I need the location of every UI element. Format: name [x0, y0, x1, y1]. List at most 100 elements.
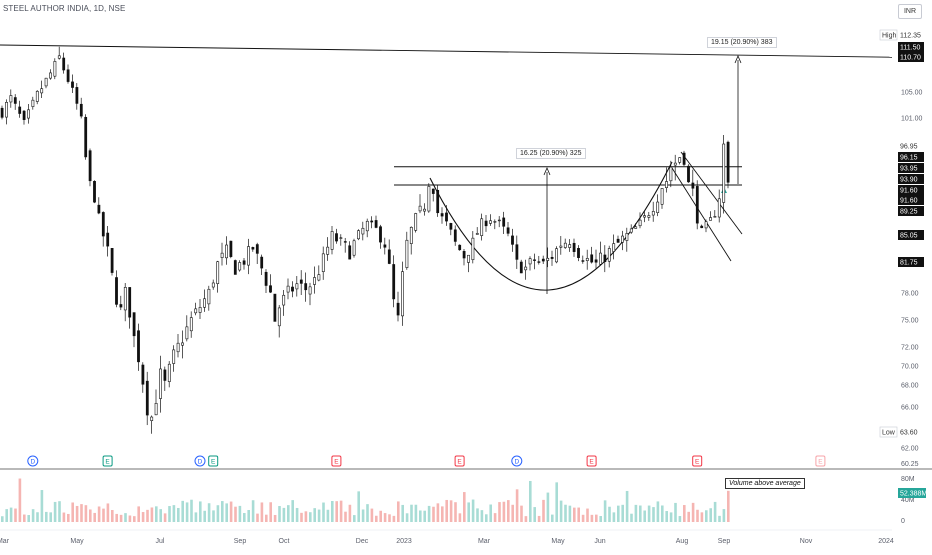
volume-bar: [348, 504, 352, 522]
event-marker-earnings: [331, 455, 342, 467]
volume-bar: [674, 502, 677, 522]
volume-bar: [397, 501, 400, 522]
volume-bar: [84, 505, 88, 522]
candle-up: [49, 72, 52, 79]
volume-bar: [375, 515, 378, 522]
candle-down: [581, 260, 585, 262]
candle-up: [678, 157, 682, 163]
price-label-bg: [898, 152, 924, 162]
flag-line-lower: [671, 167, 732, 262]
volume-bar: [159, 509, 162, 522]
volume-bar: [423, 510, 426, 522]
volume-bar: [612, 512, 616, 522]
candle-up: [709, 217, 712, 221]
candle-up: [634, 226, 638, 229]
volume-bar: [441, 506, 444, 522]
volume-bar: [282, 507, 286, 522]
candle-down: [62, 57, 66, 71]
candle-down: [128, 287, 132, 318]
candle-up: [480, 218, 484, 236]
measure-arrowhead-left: [543, 166, 551, 176]
x-tick-label: Mar: [478, 538, 491, 545]
candle-down: [453, 229, 457, 242]
candle-down: [260, 256, 264, 269]
candle-up: [713, 216, 717, 218]
volume-bar: [401, 504, 404, 522]
candle-down: [445, 212, 448, 222]
x-tick-label: 2024: [878, 538, 894, 545]
volume-bar: [260, 502, 264, 522]
candle-up: [295, 283, 299, 290]
candle-up: [365, 220, 369, 232]
candle-down: [572, 242, 576, 252]
candle-up: [638, 219, 642, 227]
y-tick-label: 62.00: [901, 446, 919, 453]
volume-bar: [357, 491, 360, 522]
volume-bar: [485, 514, 488, 522]
candle-up: [656, 201, 660, 214]
volume-bar: [463, 492, 466, 522]
price-label-bg: [898, 257, 924, 267]
event-marker-earnings: [815, 455, 826, 467]
candle-up: [247, 246, 250, 266]
volume-bar: [353, 515, 356, 522]
candle-up: [546, 257, 550, 261]
candle-down: [84, 116, 88, 158]
candle-up: [176, 342, 180, 353]
candle-up: [673, 162, 677, 166]
volume-bar: [568, 505, 572, 522]
candle-up: [185, 326, 189, 340]
volume-bar: [181, 500, 184, 522]
candle-down: [458, 244, 462, 251]
x-tick-label: Oct: [279, 538, 290, 545]
volume-bar: [304, 511, 308, 522]
candle-up: [568, 244, 572, 248]
volume-note: Volume above average: [725, 478, 805, 489]
volume-bar: [36, 512, 39, 522]
candle-down: [370, 220, 374, 223]
volume-bar: [62, 512, 66, 522]
candle-down: [502, 217, 506, 227]
candle-up: [181, 342, 184, 346]
candle-up: [216, 261, 220, 284]
candle-up: [621, 235, 624, 243]
y-tick-label: 68.00: [901, 383, 919, 390]
x-tick-label: Sep: [718, 538, 731, 545]
event-marker-label: E: [695, 459, 700, 466]
resistance-line-top: [0, 44, 893, 58]
price-label-bg: [898, 163, 924, 173]
candle-up: [401, 271, 404, 317]
volume-bar: [58, 501, 61, 522]
price-label: 81.75: [900, 260, 918, 267]
candle-down: [590, 254, 594, 263]
price-label-bg: [898, 185, 924, 195]
candle-down: [431, 188, 435, 194]
event-marker-dividend: [27, 455, 39, 467]
candle-down: [273, 293, 277, 322]
candle-down: [115, 277, 118, 305]
candle-up: [339, 237, 343, 239]
volume-bar: [599, 516, 602, 522]
candle-up: [189, 317, 193, 332]
cup-curve: [429, 161, 673, 291]
currency-button[interactable]: INR: [898, 4, 922, 19]
volume-bar: [243, 513, 246, 522]
price-label: 85.05: [900, 233, 918, 240]
candle-up: [282, 294, 286, 306]
symbol-title: STEEL AUTHOR INDIA, 1D, NSE: [3, 4, 126, 13]
volume-bar: [665, 511, 668, 522]
price-label: 96.15: [900, 155, 918, 162]
x-tick-label: Dec: [356, 538, 369, 545]
candle-down: [141, 364, 145, 385]
volume-bar: [115, 513, 118, 522]
candle-up: [612, 243, 616, 252]
volume-bar: [27, 515, 30, 522]
price-label: 89.25: [900, 209, 918, 216]
candle-down: [137, 330, 140, 363]
price-label-bg: [898, 206, 924, 216]
volume-bar: [603, 500, 607, 522]
volume-bar: [634, 504, 638, 522]
